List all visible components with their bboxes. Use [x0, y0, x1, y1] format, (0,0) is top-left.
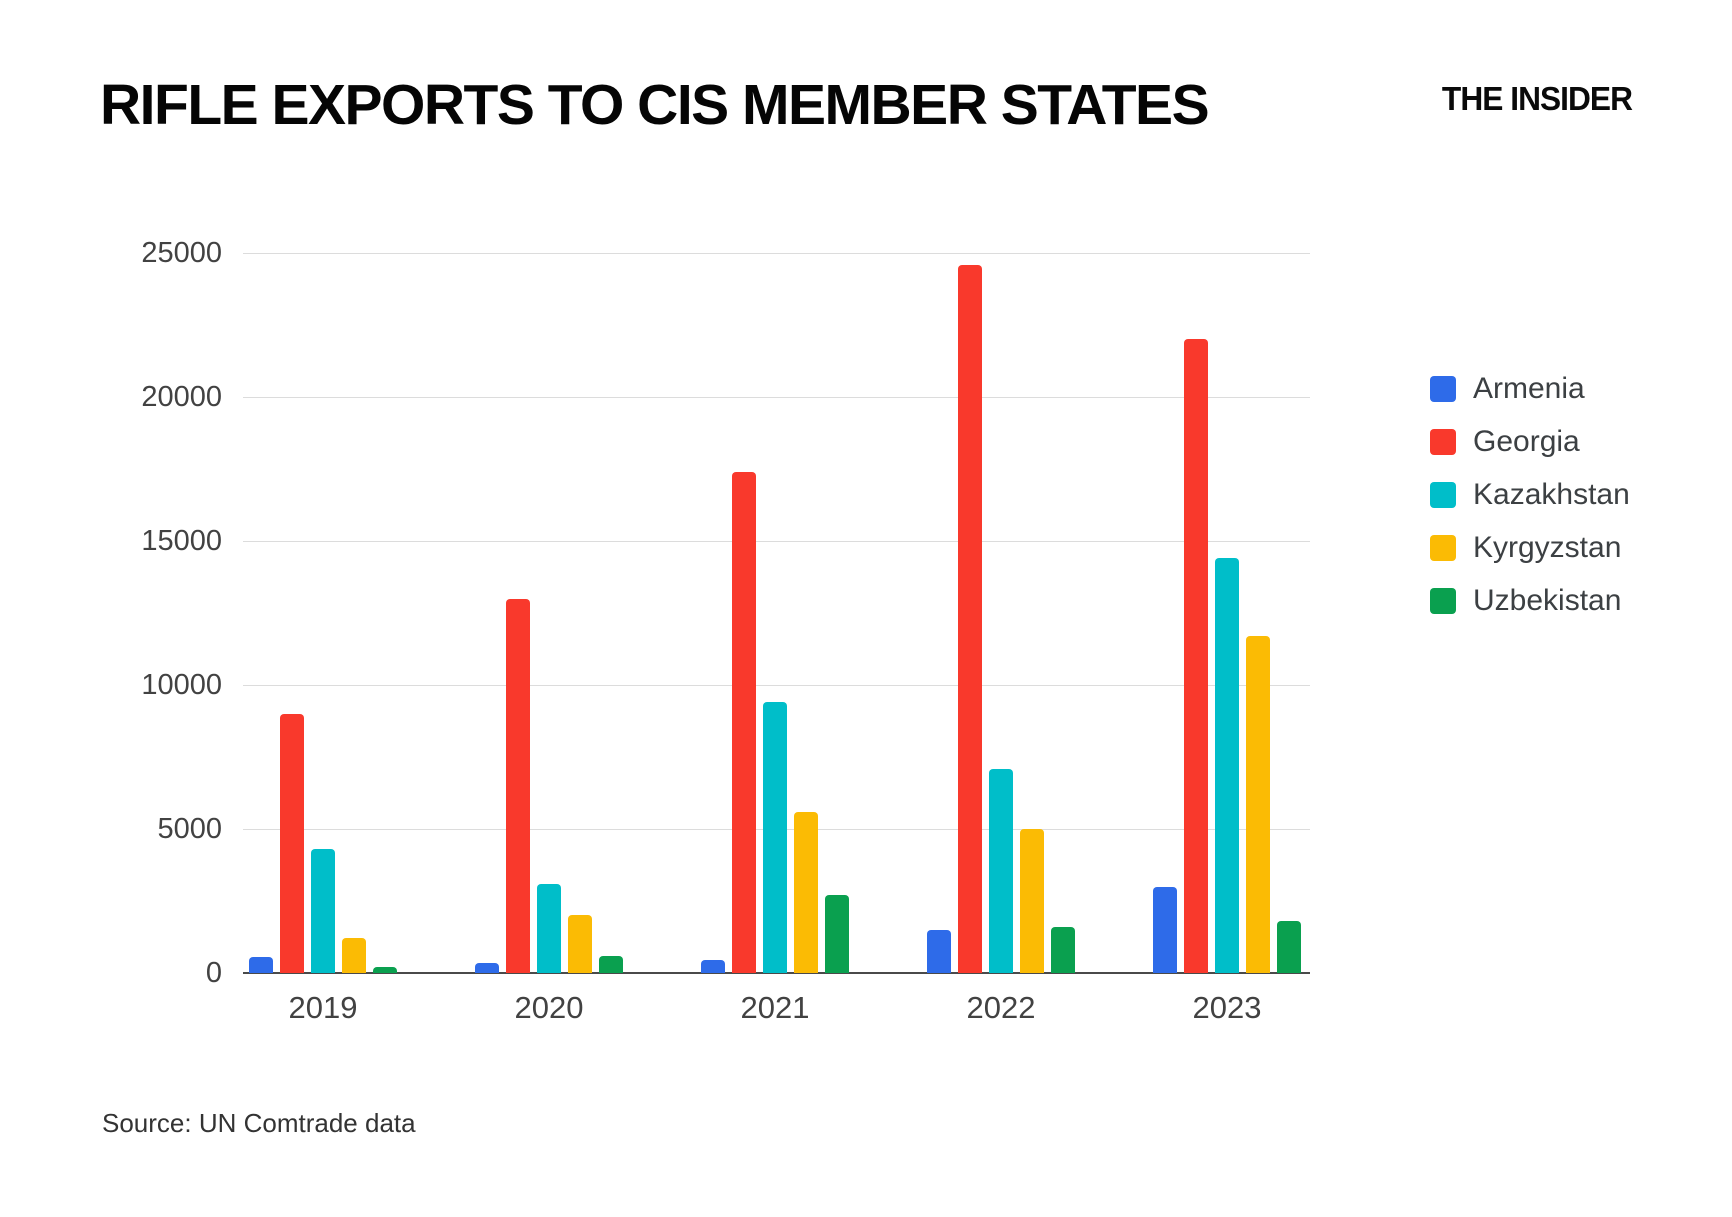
- gridline-20000: [243, 397, 1310, 398]
- bar-uzbekistan-2019: [373, 967, 397, 973]
- brand-logo: THE INSIDER: [1441, 80, 1633, 117]
- legend-label: Kazakhstan: [1473, 477, 1630, 511]
- bar-uzbekistan-2022: [1051, 926, 1075, 973]
- bar-georgia-2020: [506, 598, 530, 973]
- x-axis-tick-label-2022: 2022: [966, 990, 1036, 1025]
- bar-uzbekistan-2020: [599, 955, 623, 973]
- legend-label: Uzbekistan: [1473, 583, 1622, 617]
- bar-kyrgyzstan-2019: [342, 938, 366, 973]
- bar-kyrgyzstan-2021: [794, 811, 818, 973]
- bar-kyrgyzstan-2023: [1246, 636, 1270, 973]
- gridline-25000: [243, 253, 1310, 254]
- x-axis-line: [243, 972, 1310, 974]
- gridline-15000: [243, 541, 1310, 542]
- y-axis-tick-label: 0: [205, 957, 222, 989]
- bar-uzbekistan-2023: [1277, 921, 1301, 973]
- legend-swatch-armenia: [1430, 375, 1456, 402]
- legend-label: Armenia: [1473, 371, 1585, 405]
- y-axis-tick-label: 10000: [141, 669, 222, 701]
- legend-swatch-georgia: [1430, 428, 1456, 455]
- bar-armenia-2022: [927, 929, 951, 973]
- bar-georgia-2021: [732, 471, 756, 973]
- bar-kyrgyzstan-2022: [1020, 829, 1044, 973]
- bar-kyrgyzstan-2020: [568, 915, 592, 973]
- legend-swatch-kazakhstan: [1430, 481, 1456, 508]
- y-axis-tick-label: 5000: [157, 813, 222, 845]
- bar-uzbekistan-2021: [825, 895, 849, 973]
- y-axis-tick-label: 25000: [141, 237, 222, 269]
- bar-georgia-2023: [1184, 339, 1208, 973]
- x-axis-tick-label-2023: 2023: [1192, 990, 1262, 1025]
- source-note: Source: UN Comtrade data: [102, 1108, 416, 1138]
- x-axis-tick-label-2021: 2021: [740, 990, 810, 1025]
- bar-chart-plot-area: [243, 253, 1310, 974]
- gridline-10000: [243, 685, 1310, 686]
- bar-kazakhstan-2020: [537, 883, 561, 973]
- legend-item-kyrgyzstan: Kyrgyzstan: [1430, 531, 1630, 564]
- y-axis-tick-label: 15000: [141, 525, 222, 557]
- bar-kazakhstan-2023: [1215, 558, 1239, 973]
- legend-label: Georgia: [1473, 424, 1580, 458]
- legend-item-armenia: Armenia: [1430, 372, 1630, 405]
- chart-legend: Armenia Georgia Kazakhstan Kyrgyzstan Uzbeki…: [1430, 372, 1630, 637]
- bar-kazakhstan-2019: [311, 849, 335, 973]
- legend-item-kazakhstan: Kazakhstan: [1430, 478, 1630, 511]
- legend-item-georgia: Georgia: [1430, 425, 1630, 458]
- bar-kazakhstan-2022: [989, 768, 1013, 973]
- legend-swatch-uzbekistan: [1430, 587, 1456, 614]
- bar-georgia-2022: [958, 264, 982, 973]
- x-axis-tick-label-2019: 2019: [288, 990, 358, 1025]
- bar-armenia-2020: [475, 962, 499, 973]
- bar-georgia-2019: [280, 713, 304, 973]
- legend-item-uzbekistan: Uzbekistan: [1430, 584, 1630, 617]
- x-axis-tick-label-2020: 2020: [514, 990, 584, 1025]
- bar-kazakhstan-2021: [763, 702, 787, 973]
- bar-armenia-2021: [701, 960, 725, 973]
- bar-armenia-2023: [1153, 886, 1177, 973]
- page-title: RIFLE EXPORTS TO CIS MEMBER STATES: [100, 73, 1210, 137]
- bar-armenia-2019: [249, 957, 273, 973]
- y-axis-tick-label: 20000: [141, 381, 222, 413]
- legend-label: Kyrgyzstan: [1473, 530, 1622, 564]
- legend-swatch-kyrgyzstan: [1430, 534, 1456, 561]
